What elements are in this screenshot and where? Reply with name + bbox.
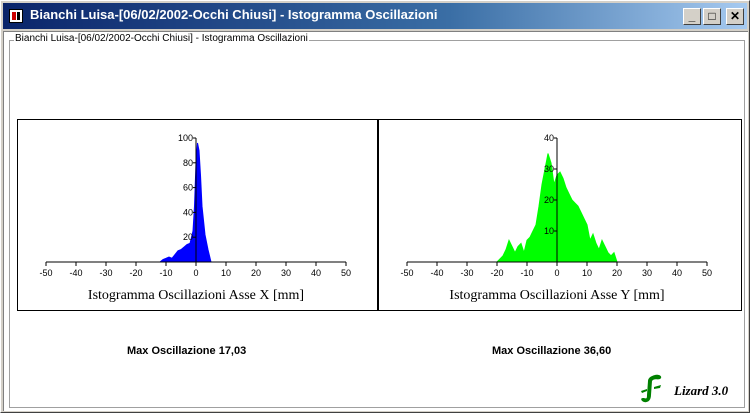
- x-tick-label-20: 20: [612, 268, 622, 278]
- y-tick-label-10: 10: [544, 226, 554, 236]
- x-tick-label--40: -40: [430, 268, 443, 278]
- x-tick-label-10: 10: [221, 268, 231, 278]
- y-tick-label-100: 100: [178, 133, 193, 143]
- x-tick-label--20: -20: [129, 268, 142, 278]
- x-tick-label--40: -40: [69, 268, 82, 278]
- y-tick-label-30: 30: [544, 164, 554, 174]
- y-tick-label-40: 40: [544, 133, 554, 143]
- close-button[interactable]: ✕: [726, 8, 744, 25]
- x-tick-label-40: 40: [311, 268, 321, 278]
- series-area-0: [158, 142, 212, 263]
- x-axis-title: Istogramma Oscillazioni Asse X [mm]: [88, 288, 304, 303]
- app-icon[interactable]: [9, 9, 23, 23]
- minimize-button[interactable]: _: [683, 8, 701, 25]
- histogram-x-chart: -50 -40 -30 -20 -10 0 10 20 30 40 50 20 40 60 80 100 Ist…: [39, 133, 351, 303]
- x-tick-label-20: 20: [251, 268, 261, 278]
- window-title: Bianchi Luisa-[06/02/2002-Occhi Chiusi] …: [30, 7, 438, 22]
- logo-text: Lizard 3.0: [674, 383, 729, 398]
- x-tick-label--50: -50: [39, 268, 52, 278]
- max-oscillation-y: Max Oscillazione 36,60: [492, 345, 612, 357]
- x-tick-label--10: -10: [520, 268, 533, 278]
- chart-x-panel: -50 -40 -30 -20 -10 0 10 20 30 40 50 20 40 60 80 100 Ist…: [17, 119, 378, 311]
- lizard-icon: [641, 374, 662, 403]
- group-box: Bianchi Luisa-[06/02/2002-Occhi Chiusi] …: [9, 33, 748, 408]
- max-oscillation-x: Max Oscillazione 17,03: [127, 345, 247, 357]
- y-tick-label-80: 80: [183, 158, 193, 168]
- x-tick-label--50: -50: [400, 268, 413, 278]
- x-tick-label-50: 50: [702, 268, 712, 278]
- x-tick-label-50: 50: [341, 268, 351, 278]
- x-tick-label-0: 0: [193, 268, 198, 278]
- x-tick-label-10: 10: [582, 268, 592, 278]
- x-tick-label-30: 30: [642, 268, 652, 278]
- histogram-y-chart: -50 -40 -30 -20 -10 0 10 20 30 40 50 10 20 30 40 Istogr…: [400, 133, 712, 303]
- x-tick-label-40: 40: [672, 268, 682, 278]
- x-tick-label-0: 0: [554, 268, 559, 278]
- maximize-button[interactable]: □: [703, 8, 721, 25]
- group-title: Bianchi Luisa-[06/02/2002-Occhi Chiusi] …: [14, 33, 309, 44]
- y-tick-label-40: 40: [183, 207, 193, 217]
- y-tick-label-20: 20: [183, 232, 193, 242]
- x-tick-label--20: -20: [490, 268, 503, 278]
- title-bar[interactable]: Bianchi Luisa-[06/02/2002-Occhi Chiusi] …: [3, 3, 747, 29]
- x-tick-label--30: -30: [99, 268, 112, 278]
- x-axis-title: Istogramma Oscillazioni Asse Y [mm]: [449, 288, 664, 303]
- y-tick-label-20: 20: [544, 195, 554, 205]
- x-tick-label--10: -10: [159, 268, 172, 278]
- client-area: Bianchi Luisa-[06/02/2002-Occhi Chiusi] …: [3, 31, 748, 411]
- x-tick-label--30: -30: [460, 268, 473, 278]
- x-tick-label-30: 30: [281, 268, 291, 278]
- y-tick-label-60: 60: [183, 183, 193, 193]
- lizard-logo: Lizard 3.0: [638, 373, 748, 407]
- chart-y-panel: -50 -40 -30 -20 -10 0 10 20 30 40 50 10 20 30 40 Istogr…: [378, 119, 742, 311]
